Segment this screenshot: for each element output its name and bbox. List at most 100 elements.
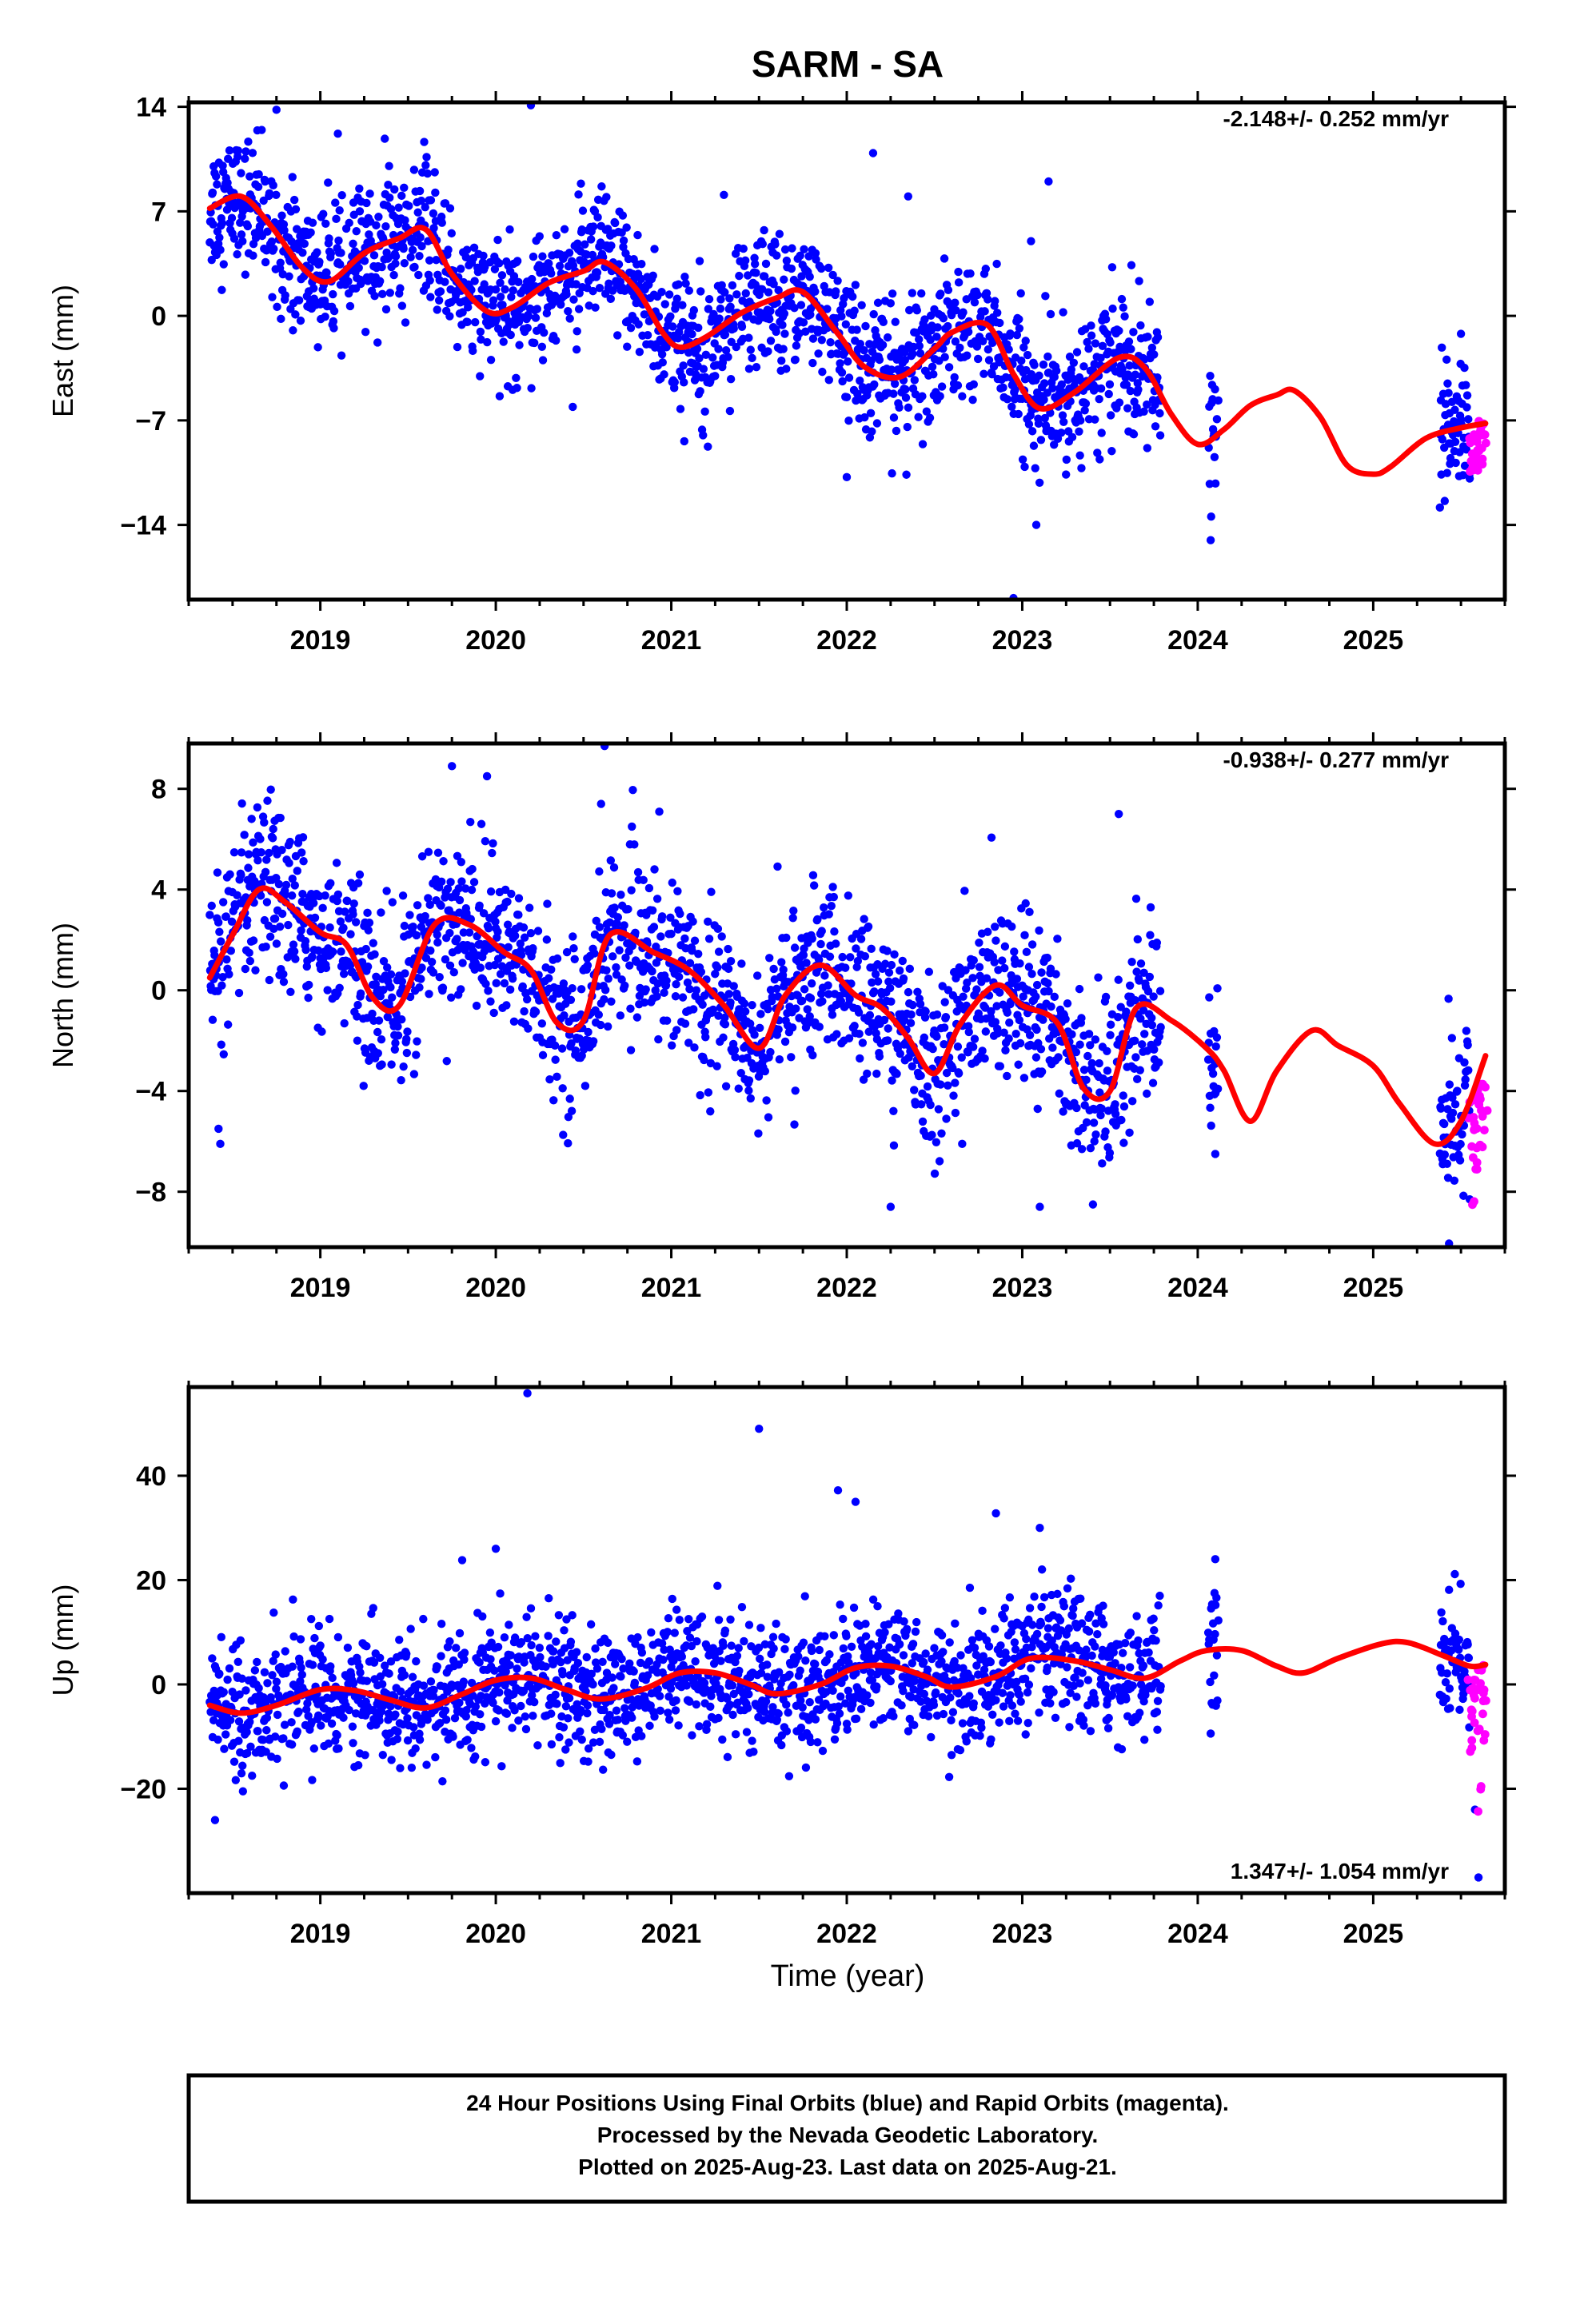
- final-orbit-point: [241, 1686, 249, 1694]
- final-orbit-point: [244, 863, 252, 871]
- final-orbit-point: [990, 958, 998, 966]
- final-orbit-point: [365, 919, 373, 927]
- final-orbit-point: [514, 278, 522, 286]
- final-orbit-point: [979, 337, 987, 345]
- y-axis-label-up: Up (mm): [46, 1585, 79, 1696]
- final-orbit-point: [954, 268, 962, 276]
- y-axis-label-east: East (mm): [46, 285, 79, 417]
- final-orbit-point: [1119, 1091, 1127, 1099]
- final-orbit-point: [764, 1113, 772, 1121]
- final-orbit-point: [674, 1721, 682, 1729]
- final-orbit-point: [1003, 1008, 1011, 1016]
- final-orbit-point: [299, 833, 307, 841]
- final-orbit-point: [825, 910, 833, 918]
- final-orbit-point: [931, 1170, 939, 1178]
- final-orbit-point: [249, 252, 257, 260]
- final-orbit-point: [501, 979, 509, 987]
- final-orbit-point: [463, 1736, 471, 1744]
- final-orbit-point: [589, 1680, 596, 1688]
- final-orbit-point: [725, 990, 733, 998]
- final-orbit-point: [933, 323, 941, 331]
- final-orbit-point: [774, 1025, 782, 1033]
- final-orbit-point: [370, 292, 378, 300]
- final-orbit-point: [417, 975, 425, 983]
- final-orbit-point: [350, 899, 358, 907]
- final-orbit-point: [907, 1011, 915, 1018]
- x-tick-label-up: 2020: [465, 1919, 526, 1949]
- final-orbit-point: [1149, 992, 1157, 1000]
- final-orbit-point: [353, 227, 361, 235]
- final-orbit-point: [1143, 1090, 1151, 1098]
- final-orbit-point: [501, 285, 509, 293]
- final-orbit-point: [463, 318, 471, 326]
- final-orbit-point: [401, 922, 409, 930]
- final-orbit-point: [431, 189, 439, 197]
- final-orbit-point: [237, 1636, 245, 1644]
- final-orbit-point: [1154, 333, 1162, 341]
- final-orbit-point: [595, 867, 603, 875]
- final-orbit-point: [692, 1637, 700, 1645]
- final-orbit-point: [1115, 398, 1123, 406]
- final-orbit-point: [577, 985, 585, 993]
- final-orbit-point: [919, 440, 927, 448]
- y-tick-label-north: 4: [151, 875, 166, 906]
- final-orbit-point: [1023, 948, 1031, 956]
- final-orbit-point: [497, 293, 505, 301]
- final-orbit-point: [362, 199, 370, 207]
- final-orbit-point: [453, 935, 461, 943]
- final-orbit-point: [470, 878, 478, 886]
- final-orbit-point: [368, 1010, 376, 1018]
- final-orbit-point: [553, 1073, 561, 1081]
- final-orbit-point: [628, 1714, 636, 1722]
- final-orbit-outlier: [448, 762, 456, 770]
- final-orbit-point: [365, 189, 373, 197]
- final-orbit-point: [436, 973, 444, 981]
- final-orbit-point: [918, 392, 926, 400]
- final-orbit-point: [1001, 943, 1009, 951]
- final-orbit-point: [1127, 958, 1135, 966]
- y-tick-label-north: 0: [151, 976, 166, 1007]
- final-orbit-point: [1443, 1160, 1451, 1168]
- final-orbit-point: [427, 1677, 435, 1685]
- final-orbit-point: [679, 361, 687, 369]
- final-orbit-point: [705, 935, 713, 943]
- final-orbit-point: [846, 953, 854, 961]
- final-orbit-point: [503, 898, 511, 906]
- final-orbit-point: [719, 1641, 727, 1649]
- final-orbit-point: [515, 894, 523, 902]
- final-orbit-point: [1446, 1080, 1454, 1088]
- rate-label-east: -2.148+/- 0.252 mm/yr: [1223, 106, 1449, 131]
- final-orbit-point: [782, 934, 790, 942]
- final-orbit-point: [412, 1050, 420, 1058]
- final-orbit-point: [949, 1091, 957, 1099]
- final-orbit-point: [956, 344, 964, 352]
- final-orbit-point: [545, 1594, 553, 1602]
- final-orbit-point: [991, 936, 999, 944]
- final-orbit-point: [285, 859, 293, 867]
- final-orbit-point: [427, 196, 435, 204]
- final-orbit-point: [926, 1101, 934, 1109]
- final-orbit-point: [1444, 995, 1452, 1003]
- final-orbit-point: [753, 971, 761, 979]
- final-orbit-point: [940, 254, 948, 262]
- final-orbit-point: [479, 252, 487, 260]
- final-orbit-point: [780, 276, 788, 284]
- final-orbit-point: [529, 1712, 537, 1720]
- final-orbit-point: [1063, 456, 1071, 464]
- final-orbit-point: [1083, 1118, 1091, 1126]
- final-orbit-point: [870, 310, 878, 318]
- final-orbit-point: [726, 1616, 734, 1624]
- final-orbit-point: [920, 1034, 928, 1042]
- final-orbit-point: [433, 1663, 441, 1671]
- final-orbit-point: [396, 1764, 404, 1772]
- final-orbit-point: [445, 929, 453, 937]
- final-orbit-point: [1028, 940, 1036, 948]
- final-orbit-point: [337, 191, 345, 199]
- final-orbit-point: [304, 994, 312, 1002]
- final-orbit-point: [389, 271, 397, 279]
- final-orbit-point: [908, 289, 916, 297]
- final-orbit-point: [636, 348, 644, 356]
- final-orbit-point: [237, 1769, 245, 1777]
- final-orbit-point: [400, 184, 408, 192]
- final-orbit-outlier: [720, 191, 728, 199]
